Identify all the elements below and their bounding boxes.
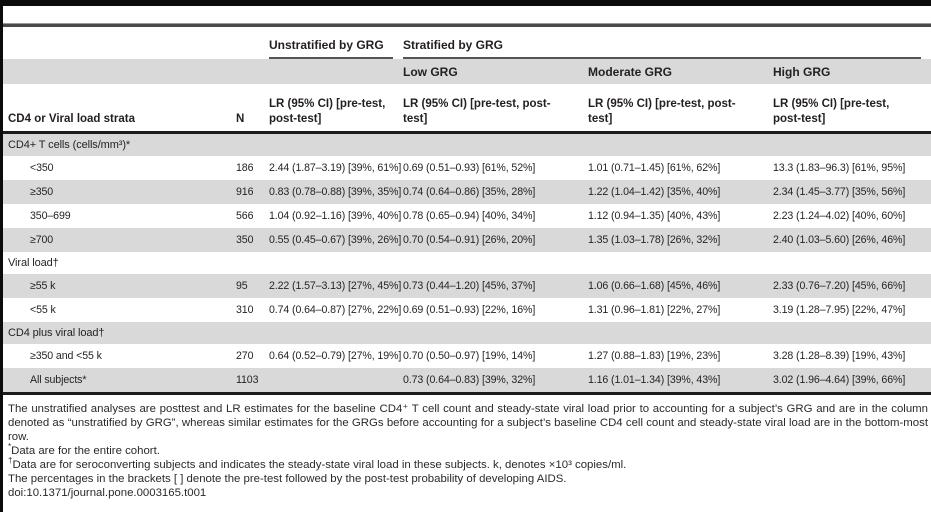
results-table: Unstratified by GRG Stratified by GRG Lo… bbox=[3, 23, 931, 395]
strata-cell: CD4+ T cells (cells/mm³)* bbox=[8, 139, 131, 151]
high-grg-lr-cell: 2.33 (0.76–7.20) [45%, 66%] bbox=[773, 280, 906, 292]
moderate-grg-lr-cell: 1.35 (1.03–1.78) [26%, 32%] bbox=[588, 234, 721, 246]
high-grg-lr-cell: 3.02 (1.96–4.64) [39%, 66%] bbox=[773, 374, 906, 386]
table-row: 350–699 566 1.04 (0.92–1.16) [39%, 40%] … bbox=[3, 204, 931, 228]
n-cell: 566 bbox=[236, 210, 254, 222]
column-header-row: CD4 or Viral load strata N LR (95% CI) [… bbox=[3, 84, 931, 131]
low-grg-lr-cell: 0.73 (0.64–0.83) [39%, 32%] bbox=[403, 374, 536, 386]
footnote-asterisk-text: Data are for the entire cohort. bbox=[11, 445, 160, 457]
table-top-rule bbox=[3, 23, 931, 27]
lr-header-unstratified: LR (95% CI) [pre-test, post-test] bbox=[269, 98, 386, 125]
strata-cell: ≥700 bbox=[30, 234, 54, 246]
table-header-rule bbox=[3, 131, 931, 134]
table-row: ≥700 350 0.55 (0.45–0.67) [39%, 26%] 0.7… bbox=[3, 228, 931, 252]
table-row: All subjects* 1103 0.73 (0.64–0.83) [39%… bbox=[3, 368, 931, 392]
strata-cell: CD4 plus viral load† bbox=[8, 327, 105, 339]
lr-header-moderate: LR (95% CI) [pre-test, post-test] bbox=[588, 98, 736, 125]
moderate-grg-lr-cell: 1.16 (1.01–1.34) [39%, 43%] bbox=[588, 374, 721, 386]
n-cell: 350 bbox=[236, 234, 254, 246]
grg-header-high: High GRG bbox=[773, 64, 831, 79]
group-header-stratified: Stratified by GRG bbox=[403, 27, 931, 59]
moderate-grg-lr-cell: 1.01 (0.71–1.45) [61%, 62%] bbox=[588, 162, 721, 174]
group-header-unstratified: Unstratified by GRG bbox=[269, 27, 403, 59]
n-cell: 270 bbox=[236, 350, 254, 362]
page-left-edge bbox=[0, 0, 3, 512]
n-column-header: N bbox=[236, 112, 245, 125]
grg-header-moderate: Moderate GRG bbox=[588, 64, 673, 79]
strata-cell: ≥55 k bbox=[30, 280, 56, 292]
unstratified-lr-cell: 2.44 (1.87–3.19) [39%, 61%] bbox=[269, 162, 402, 174]
high-grg-lr-cell: 3.28 (1.28–8.39) [19%, 43%] bbox=[773, 350, 906, 362]
n-cell: 95 bbox=[236, 280, 248, 292]
table-row: Viral load† bbox=[3, 252, 931, 274]
low-grg-lr-cell: 0.69 (0.51–0.93) [61%, 52%] bbox=[403, 162, 536, 174]
lr-header-high: LR (95% CI) [pre-test, post-test] bbox=[773, 98, 890, 125]
group-header-unstratified-label: Unstratified by GRG bbox=[269, 38, 384, 52]
footnote-dagger-text: Data are for seroconverting subjects and… bbox=[12, 459, 627, 471]
low-grg-lr-cell: 0.74 (0.64–0.86) [35%, 28%] bbox=[403, 186, 536, 198]
strata-cell: ≥350 and <55 k bbox=[30, 350, 102, 362]
grg-level-header-row: Low GRG Moderate GRG High GRG bbox=[3, 59, 931, 84]
footnote-dagger-marker: † bbox=[8, 456, 13, 466]
strata-column-header: CD4 or Viral load strata bbox=[8, 112, 135, 125]
table-row: ≥350 and <55 k 270 0.64 (0.52–0.79) [27%… bbox=[3, 344, 931, 368]
strata-cell: ≥350 bbox=[30, 186, 54, 198]
table-row: CD4+ T cells (cells/mm³)* bbox=[3, 134, 931, 156]
high-grg-lr-cell: 3.19 (1.28–7.95) [22%, 47%] bbox=[773, 304, 906, 316]
low-grg-lr-cell: 0.70 (0.54–0.91) [26%, 20%] bbox=[403, 234, 536, 246]
strata-cell: <350 bbox=[30, 162, 54, 174]
table-body: CD4+ T cells (cells/mm³)* <350 186 2.44 … bbox=[3, 134, 931, 392]
table-row: <55 k 310 0.74 (0.64–0.87) [27%, 22%] 0.… bbox=[3, 298, 931, 322]
high-grg-lr-cell: 2.23 (1.24–4.02) [40%, 60%] bbox=[773, 210, 906, 222]
high-grg-lr-cell: 2.40 (1.03–5.60) [26%, 46%] bbox=[773, 234, 906, 246]
unstratified-lr-cell: 1.04 (0.92–1.16) [39%, 40%] bbox=[269, 210, 402, 222]
n-cell: 1103 bbox=[236, 374, 259, 386]
table-row: <350 186 2.44 (1.87–3.19) [39%, 61%] 0.6… bbox=[3, 156, 931, 180]
strata-cell: 350–699 bbox=[30, 210, 71, 222]
table-group-header-row: Unstratified by GRG Stratified by GRG bbox=[3, 27, 931, 59]
moderate-grg-lr-cell: 1.31 (0.96–1.81) [22%, 27%] bbox=[588, 304, 721, 316]
unstratified-lr-cell: 0.55 (0.45–0.67) [39%, 26%] bbox=[269, 234, 402, 246]
moderate-grg-lr-cell: 1.12 (0.94–1.35) [40%, 43%] bbox=[588, 210, 721, 222]
moderate-grg-lr-cell: 1.06 (0.66–1.68) [45%, 46%] bbox=[588, 280, 721, 292]
low-grg-lr-cell: 0.73 (0.44–1.20) [45%, 37%] bbox=[403, 280, 536, 292]
doi-text: doi:10.1371/journal.pone.0003165.t001 bbox=[8, 487, 207, 499]
unstratified-lr-cell: 2.22 (1.57–3.13) [27%, 45%] bbox=[269, 280, 402, 292]
n-cell: 916 bbox=[236, 186, 254, 198]
unstratified-lr-cell: 0.64 (0.52–0.79) [27%, 19%] bbox=[269, 350, 402, 362]
table-row: ≥55 k 95 2.22 (1.57–3.13) [27%, 45%] 0.7… bbox=[3, 274, 931, 298]
table-row: ≥350 916 0.83 (0.78–0.88) [39%, 35%] 0.7… bbox=[3, 180, 931, 204]
moderate-grg-lr-cell: 1.22 (1.04–1.42) [35%, 40%] bbox=[588, 186, 721, 198]
group-header-stratified-label: Stratified by GRG bbox=[403, 38, 504, 52]
table-row: CD4 plus viral load† bbox=[3, 322, 931, 344]
unstratified-lr-cell: 0.83 (0.78–0.88) [39%, 35%] bbox=[269, 186, 402, 198]
page-top-edge bbox=[0, 0, 931, 6]
table-footnotes: The unstratified analyses are posttest a… bbox=[3, 402, 928, 500]
table-bottom-rule bbox=[3, 392, 931, 395]
low-grg-lr-cell: 0.69 (0.51–0.93) [22%, 16%] bbox=[403, 304, 536, 316]
low-grg-lr-cell: 0.78 (0.65–0.94) [40%, 34%] bbox=[403, 210, 536, 222]
footnote-asterisk: *Data are for the entire cohort. bbox=[8, 442, 928, 458]
moderate-grg-lr-cell: 1.27 (0.88–1.83) [19%, 23%] bbox=[588, 350, 721, 362]
high-grg-lr-cell: 2.34 (1.45–3.77) [35%, 56%] bbox=[773, 186, 906, 198]
strata-cell: Viral load† bbox=[8, 257, 59, 269]
strata-cell: <55 k bbox=[30, 304, 56, 316]
strata-cell: All subjects* bbox=[30, 374, 87, 386]
footnote-asterisk-marker: * bbox=[8, 442, 12, 452]
group-header-spacer bbox=[3, 27, 269, 59]
n-cell: 310 bbox=[236, 304, 254, 316]
high-grg-lr-cell: 13.3 (1.83–96.3) [61%, 95%] bbox=[773, 162, 906, 174]
footnote-paragraph: The unstratified analyses are posttest a… bbox=[8, 403, 928, 443]
lr-header-low: LR (95% CI) [pre-test, post-test] bbox=[403, 98, 551, 125]
unstratified-lr-cell: 0.74 (0.64–0.87) [27%, 22%] bbox=[269, 304, 402, 316]
low-grg-lr-cell: 0.70 (0.50–0.97) [19%, 14%] bbox=[403, 350, 536, 362]
grg-header-low: Low GRG bbox=[403, 64, 458, 79]
footnote-brackets-note: The percentages in the brackets [ ] deno… bbox=[8, 473, 567, 485]
n-cell: 186 bbox=[236, 162, 254, 174]
footnote-dagger: †Data are for seroconverting subjects an… bbox=[8, 456, 928, 472]
